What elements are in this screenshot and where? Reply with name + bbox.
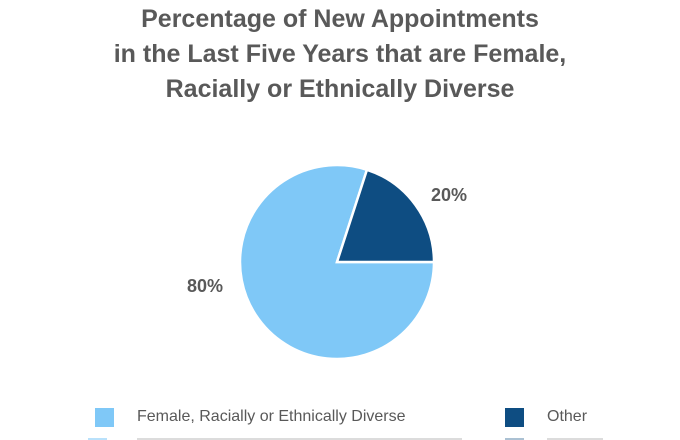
pie-slice-other (335, 168, 436, 264)
legend: Female, Racially or Ethnically Diverse O… (0, 405, 680, 433)
cropped-swatch-dark-sliver (505, 438, 524, 440)
chart-title: Percentage of New Appointments in the La… (113, 5, 567, 103)
cropped-swatch-light-sliver (88, 438, 107, 440)
legend-swatch-other (505, 407, 524, 427)
legend-swatch-female-diverse (95, 407, 114, 427)
cropped-text-sliver-2 (547, 438, 603, 440)
cropped-text-sliver-1 (137, 438, 462, 440)
legend-item-female-diverse: Female, Racially or Ethnically Diverse (95, 405, 406, 429)
cropped-legend-row-artifact (0, 437, 680, 440)
legend-item-other: Other (505, 405, 587, 429)
data-label-female-diverse: 80% (187, 276, 224, 296)
data-label-other: 20% (431, 185, 468, 205)
legend-label-female-diverse: Female, Racially or Ethnically Diverse (137, 408, 406, 425)
legend-label-other: Other (547, 408, 588, 425)
